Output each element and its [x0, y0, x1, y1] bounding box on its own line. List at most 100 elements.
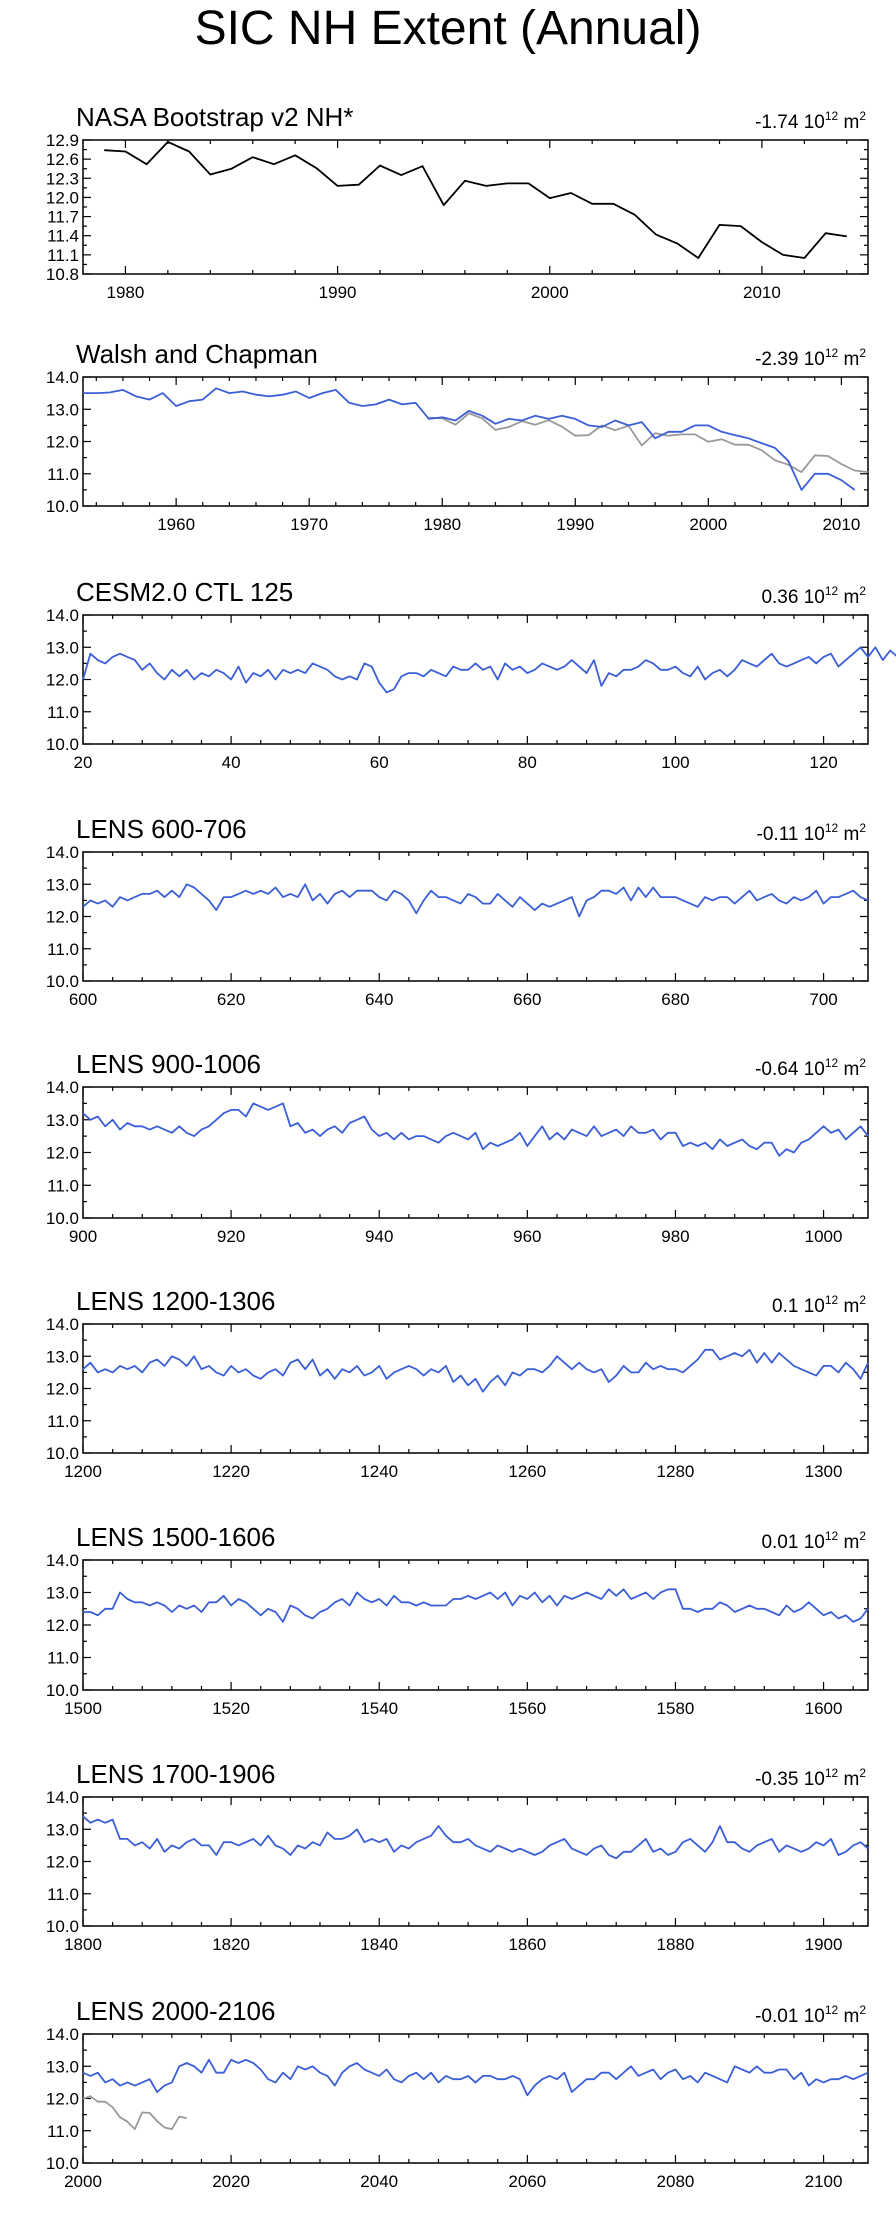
x-tick-label: 1990 [319, 283, 357, 302]
trend-label: -0.11 1012 m2 [757, 821, 867, 845]
trend-unit: m [838, 2006, 859, 2027]
y-tick-label: 12.0 [46, 1853, 79, 1872]
trend-exponent: 12 [825, 584, 839, 598]
panels: NASA Bootstrap v2 NH* -1.74 1012 m210.811… [46, 102, 896, 2191]
y-tick-label: 10.0 [46, 1681, 79, 1700]
y-tick-label: 10.0 [46, 1917, 79, 1936]
x-tick-label: 960 [513, 1227, 541, 1246]
trend-exponent: 12 [825, 2003, 839, 2017]
trend-unit: m [838, 112, 859, 133]
trend-exponent: 12 [825, 1293, 839, 1307]
series-line-walsh-and-chapman [83, 387, 856, 491]
panel-6: LENS 1200-1306 0.1 1012 m2 10.0 11.0 12.0 13.… [46, 1286, 869, 1481]
y-tick-label: 11.0 [47, 1885, 79, 1904]
x-tick-label: 1820 [212, 1935, 250, 1954]
trend-unit: m [838, 1296, 859, 1317]
x-tick-label: 40 [222, 753, 241, 772]
x-tick-label: 1860 [508, 1935, 546, 1954]
trend-unit-exponent: 2 [859, 109, 866, 123]
trend-exponent: 12 [825, 1056, 839, 1070]
trend-label: 0.36 1012 m2 [761, 584, 866, 608]
y-tick-label: 14.0 [46, 1788, 79, 1807]
trend-unit: m [838, 1059, 859, 1080]
y-tick-label: 14.0 [46, 843, 79, 862]
x-tick-label: 120 [809, 753, 837, 772]
trend-base: 10 [804, 1769, 825, 1790]
trend-base: 10 [804, 824, 825, 845]
x-tick-label: 1520 [212, 1699, 250, 1718]
y-tick-label: 12.0 [46, 1616, 79, 1635]
panel-8: LENS 1700-1906 -0.35 1012 m2 10.0 11.0 12.0 1… [46, 1759, 869, 1954]
trend-value: 0.36 [761, 587, 803, 608]
x-tick-label: 1980 [107, 283, 145, 302]
trend-label: -1.74 1012 m2 [755, 109, 866, 133]
panel-4: LENS 600-706 -0.11 1012 m2 10.0 11.0 12.0 13.… [46, 814, 869, 1009]
y-tick-label: 11.0 [47, 465, 79, 484]
trend-base: 10 [804, 2006, 825, 2027]
plot-frame [82, 1559, 869, 1691]
plot-frame [82, 1323, 869, 1454]
y-tick-label: 12.0 [46, 1144, 79, 1163]
panel-title: NASA Bootstrap v2 NH* [76, 102, 353, 132]
trend-value: -0.35 [755, 1769, 804, 1790]
trend-label: -0.35 1012 m2 [755, 1766, 866, 1790]
trend-unit: m [838, 587, 859, 608]
x-tick-label: 1600 [805, 1699, 843, 1718]
panel-title: LENS 1200-1306 [76, 1286, 275, 1316]
x-tick-label: 1240 [360, 1462, 398, 1481]
trend-unit-exponent: 2 [859, 584, 866, 598]
series-line-nasa-bootstrap [104, 140, 847, 259]
y-tick-label: 10.0 [46, 2154, 79, 2173]
x-tick-label: 1260 [508, 1462, 546, 1481]
series-line-cesm2-0 [82, 646, 896, 694]
y-tick-label: 13.0 [46, 1820, 79, 1839]
trend-unit-exponent: 2 [859, 1056, 866, 1070]
y-tick-label: 11.0 [47, 1412, 79, 1431]
panel-title: LENS 2000-2106 [76, 1996, 275, 2026]
x-tick-label: 2080 [657, 2172, 695, 2191]
trend-value: -2.39 [755, 349, 804, 370]
series-line-lens [82, 1348, 869, 1393]
y-tick-label: 10.0 [46, 1444, 79, 1463]
x-tick-label: 660 [513, 990, 541, 1009]
y-tick-label: 13.0 [46, 1584, 79, 1603]
series-line-lens [82, 1815, 869, 1860]
x-tick-label: 2000 [531, 283, 569, 302]
trend-base: 10 [804, 1296, 825, 1317]
trend-unit: m [838, 1769, 859, 1790]
x-tick-label: 680 [661, 990, 689, 1009]
plot-frame [82, 614, 869, 745]
x-tick-label: 2010 [822, 515, 860, 534]
x-tick-label: 1900 [805, 1935, 843, 1954]
x-tick-label: 1800 [64, 1935, 102, 1954]
y-tick-label: 12.0 [46, 188, 79, 207]
x-tick-label: 1540 [360, 1699, 398, 1718]
x-tick-label: 100 [661, 753, 689, 772]
panel-title: LENS 600-706 [76, 814, 247, 844]
trend-exponent: 12 [825, 821, 839, 835]
trend-unit-exponent: 2 [859, 821, 866, 835]
trend-value: -0.01 [755, 2006, 804, 2027]
trend-base: 10 [804, 587, 825, 608]
x-tick-label: 2040 [360, 2172, 398, 2191]
y-tick-label: 12.3 [46, 169, 79, 188]
x-tick-label: 2000 [64, 2172, 102, 2191]
trend-value: -0.11 [757, 824, 804, 845]
trend-label: -0.64 1012 m2 [755, 1056, 866, 1080]
trend-exponent: 12 [825, 109, 839, 123]
series-line-nasa-bootstrap [428, 412, 869, 474]
y-tick-label: 13.0 [46, 875, 79, 894]
y-tick-label: 14.0 [46, 1551, 79, 1570]
plot-frame [82, 851, 869, 982]
y-tick-label: 14.0 [46, 2025, 79, 2044]
trend-base: 10 [804, 349, 825, 370]
trend-unit: m [838, 1532, 859, 1553]
y-tick-label: 11.1 [47, 246, 79, 265]
plot-frame [82, 1086, 869, 1219]
x-tick-label: 980 [661, 1227, 689, 1246]
trend-unit-exponent: 2 [859, 1293, 866, 1307]
series-line-lens [82, 883, 869, 918]
x-tick-label: 60 [370, 753, 389, 772]
trend-unit-exponent: 2 [859, 2003, 866, 2017]
x-tick-label: 1880 [657, 1935, 695, 1954]
